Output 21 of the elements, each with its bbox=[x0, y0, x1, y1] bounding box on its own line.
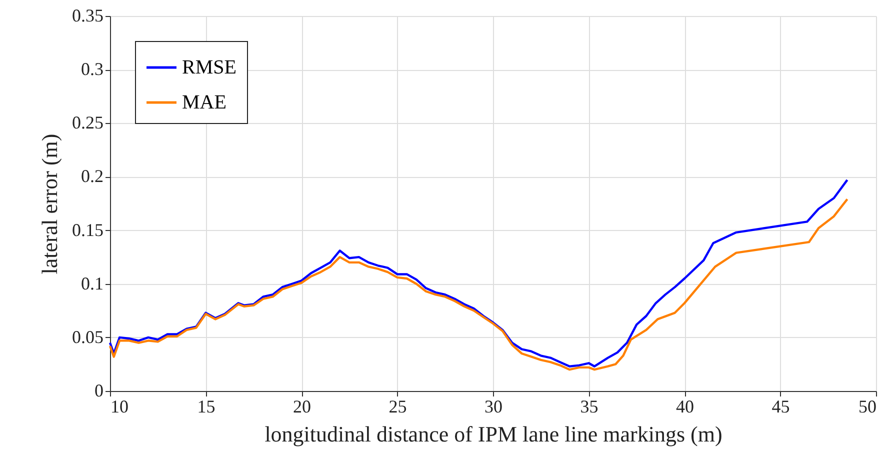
x-tick-label: 40 bbox=[676, 396, 694, 416]
y-tick-label: 0.05 bbox=[72, 326, 104, 347]
x-tick-label: 50 bbox=[858, 396, 876, 416]
y-tick-label: 0 bbox=[94, 380, 104, 400]
x-tick-label: 45 bbox=[772, 396, 790, 416]
x-tick-label: 30 bbox=[484, 396, 502, 416]
x-tick-label: 15 bbox=[197, 396, 216, 416]
x-tick-label: 25 bbox=[388, 396, 407, 416]
y-axis-title: lateral error (m) bbox=[37, 134, 62, 274]
x-tick-label: 20 bbox=[293, 396, 311, 416]
legend-label: RMSE bbox=[182, 56, 236, 78]
x-tick-label: 35 bbox=[580, 396, 598, 416]
x-tick-label: 10 bbox=[110, 396, 128, 416]
y-tick-label: 0.2 bbox=[81, 166, 104, 186]
y-tick-label: 0.25 bbox=[72, 112, 104, 133]
y-tick-label: 0.15 bbox=[72, 220, 104, 240]
y-tick-label: 0.3 bbox=[81, 59, 104, 80]
x-axis-title: longitudinal distance of IPM lane line markings (m) bbox=[264, 422, 722, 446]
legend-label: MAE bbox=[182, 92, 226, 114]
y-tick-label: 0.35 bbox=[72, 6, 104, 26]
y-tick-label: 0.1 bbox=[81, 273, 104, 294]
